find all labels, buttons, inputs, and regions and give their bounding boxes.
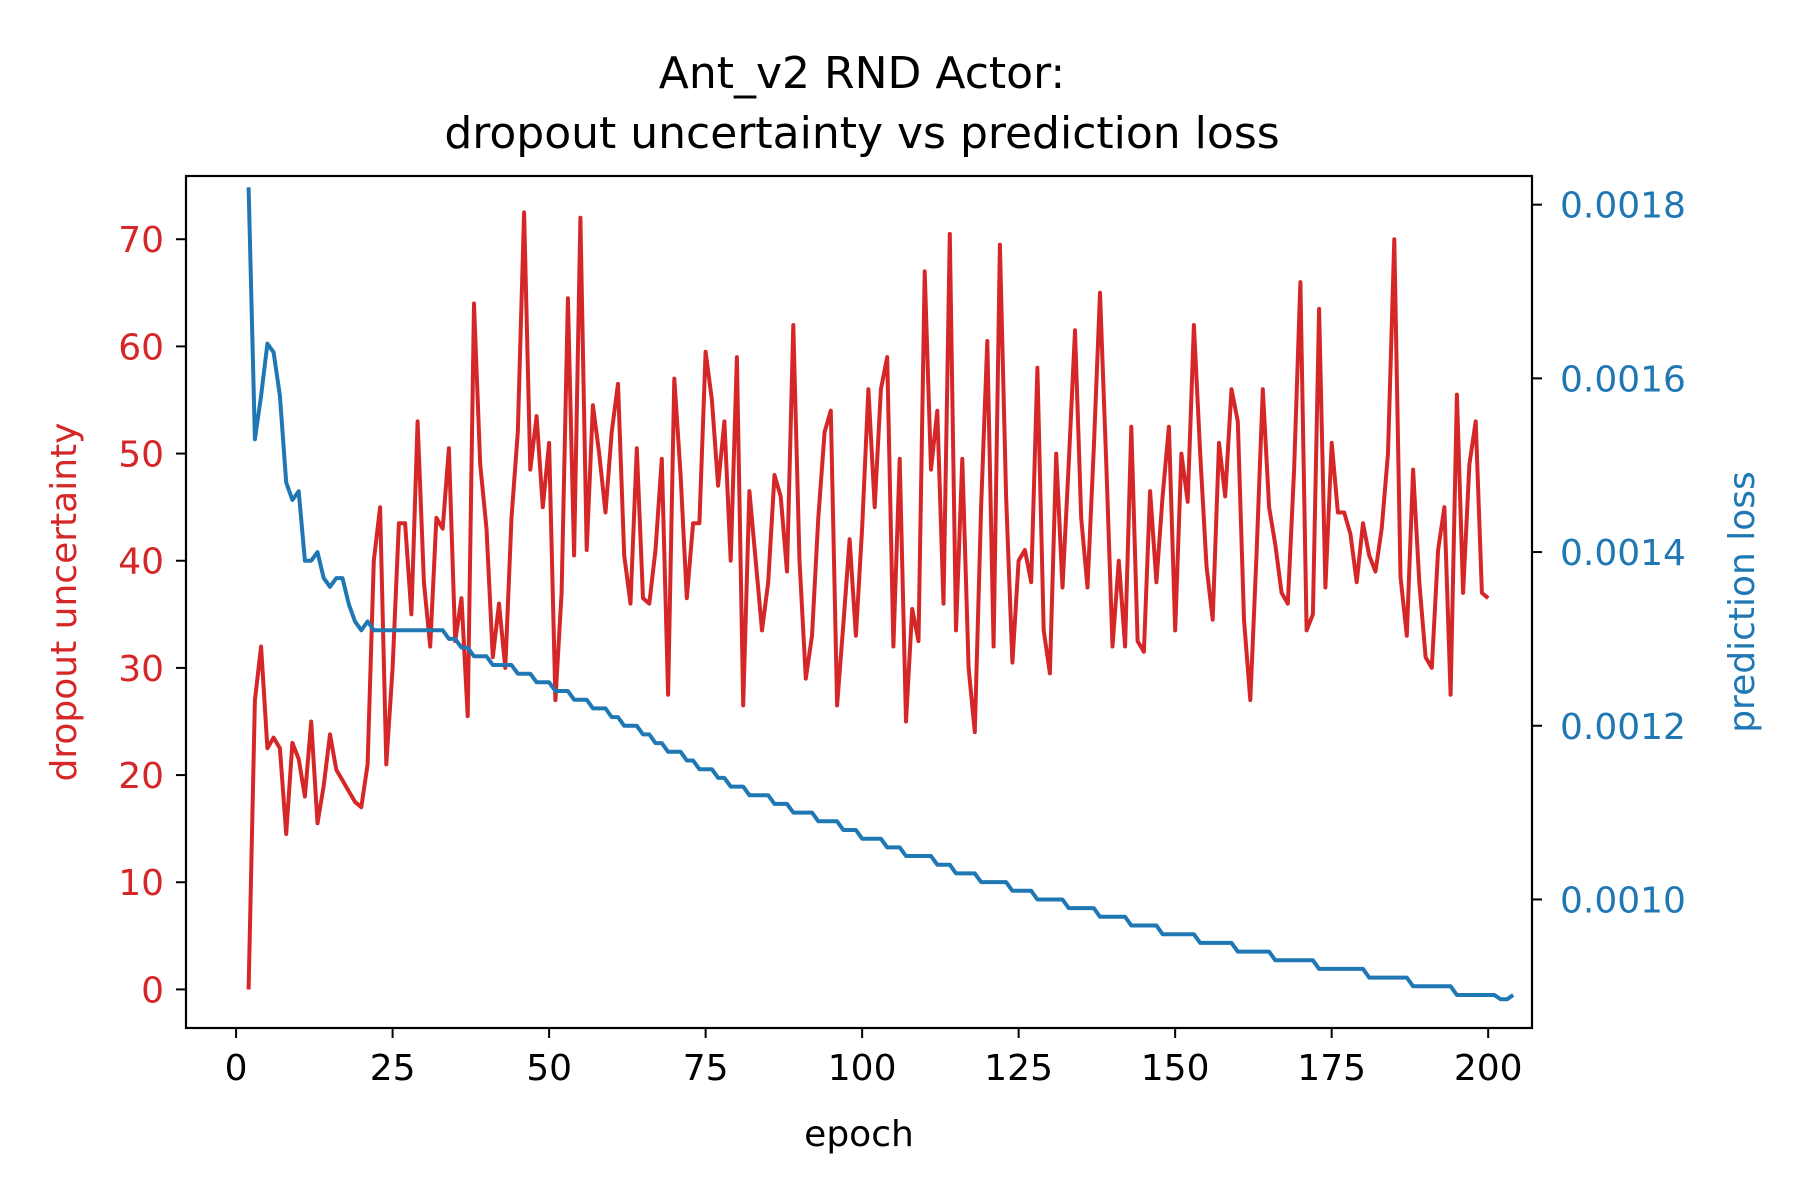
left-y-axis-ticks: 0 10 20 30 40 50 60 70: [118, 220, 186, 1011]
x-tick-label: 50: [526, 1048, 572, 1089]
chart-subtitle: dropout uncertainty vs prediction loss: [444, 108, 1279, 159]
left-tick-label: 30: [118, 649, 164, 690]
x-tick-label: 100: [828, 1048, 897, 1089]
prediction-loss-line: [246, 187, 1515, 1002]
x-axis-ticks: 0 25 50 75 100 125 150 175 200: [225, 1028, 1523, 1089]
x-axis-label: epoch: [804, 1114, 914, 1155]
left-tick-label: 40: [118, 542, 164, 583]
plot-frame: [184, 174, 1534, 1030]
right-tick-label: 0.0010: [1560, 880, 1686, 921]
x-tick-label: 200: [1454, 1048, 1523, 1089]
chart-title: Ant_v2 RND Actor:: [659, 48, 1065, 99]
right-y-axis-label: prediction loss: [1722, 471, 1763, 733]
right-y-axis-ticks: 0.0010 0.0012 0.0014 0.0016 0.0018: [1532, 186, 1686, 921]
right-tick-label: 0.0012: [1560, 707, 1686, 748]
left-tick-label: 70: [118, 220, 164, 261]
left-tick-label: 20: [118, 756, 164, 797]
x-tick-label: 125: [984, 1048, 1053, 1089]
left-tick-label: 0: [141, 970, 164, 1011]
right-tick-label: 0.0014: [1560, 533, 1686, 574]
x-tick-label: 150: [1141, 1048, 1210, 1089]
left-tick-label: 50: [118, 435, 164, 476]
left-tick-label: 10: [118, 863, 164, 904]
x-tick-label: 175: [1297, 1048, 1366, 1089]
left-tick-label: 60: [118, 327, 164, 368]
series-layer: [246, 187, 1515, 1002]
left-y-axis-label: dropout uncertainty: [44, 423, 85, 782]
x-tick-label: 0: [225, 1048, 248, 1089]
right-tick-label: 0.0018: [1560, 186, 1686, 227]
right-tick-label: 0.0016: [1560, 359, 1686, 400]
x-tick-label: 25: [370, 1048, 416, 1089]
x-tick-label: 75: [683, 1048, 729, 1089]
